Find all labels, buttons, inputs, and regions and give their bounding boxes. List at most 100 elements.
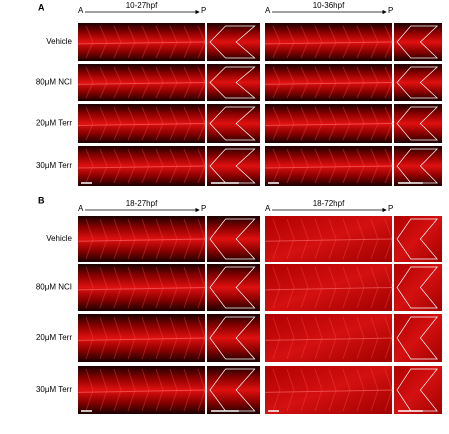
somite [85,218,94,260]
inset [394,366,442,414]
somite [141,25,150,59]
somite [272,66,281,99]
inset [207,264,260,311]
row-label: Vehicle [46,234,72,243]
inset [207,146,260,186]
chevron-outline [209,266,256,309]
notochord [77,238,206,242]
notochord [264,82,393,85]
somite [300,218,309,260]
somite [141,218,150,260]
somite [272,25,281,59]
inset [394,216,442,262]
somite [314,368,323,412]
somite [141,316,150,360]
somite [328,148,337,184]
chevron-outline [396,316,438,360]
somite [356,218,365,260]
chevron-outline [209,106,256,141]
somite [356,368,365,412]
somite [127,368,136,412]
somite [328,368,337,412]
notochord [264,238,393,242]
somite [272,316,281,360]
notochord [77,82,206,85]
somite [99,66,108,99]
notochord [264,123,393,126]
notochord [264,287,393,291]
somite [99,368,108,412]
axis-start: A [265,204,271,213]
somite [356,266,365,309]
notochord [264,41,393,45]
somite [314,66,323,99]
somite [141,368,150,412]
somite [113,148,122,184]
somite [113,368,122,412]
somite [127,106,136,141]
chevron-outline [209,316,256,360]
somite [300,148,309,184]
somite [314,106,323,141]
somite [155,106,164,141]
somite [155,368,164,412]
somite [342,66,351,99]
column-title: 10-36hpf [313,1,345,10]
panel-label: A [38,2,45,12]
axis-end: P [388,6,393,15]
axis-start: A [265,6,271,15]
somite [300,368,309,412]
somite [141,66,150,99]
inset [394,146,442,186]
somite [99,218,108,260]
somite [314,218,323,260]
somite [85,368,94,412]
row-label: 20μM Terr [36,333,72,342]
inset [207,314,260,362]
panel-label: B [38,195,45,205]
somite [85,148,94,184]
notochord [264,165,393,169]
somite [155,148,164,184]
somite [85,25,94,59]
somite [99,106,108,141]
somite [286,266,295,309]
somite [85,316,94,360]
notochord [264,337,393,341]
somite [272,266,281,309]
chevron-outline [209,66,256,99]
somite [286,66,295,99]
row-label: 30μM Terr [36,385,72,394]
somite [85,66,94,99]
somite [300,66,309,99]
column-title: 18-27hpf [126,199,158,208]
somite [272,368,281,412]
column-title: 10-27hpf [126,1,158,10]
somite [342,316,351,360]
somite [127,25,136,59]
somite [99,316,108,360]
somite [169,218,178,260]
somite [127,148,136,184]
notochord [77,287,206,291]
somite [342,148,351,184]
somite [85,106,94,141]
somite [141,266,150,309]
somite [314,148,323,184]
somite [155,266,164,309]
somite [113,106,122,141]
chevron-outline [209,148,256,184]
row-label: 80μM NCI [36,78,72,87]
somite [342,368,351,412]
somite [272,106,281,141]
somite [113,66,122,99]
chevron-outline [396,148,439,184]
chevron-outline [396,66,439,99]
somite [113,25,122,59]
somite [155,218,164,260]
axis-start: A [78,6,84,15]
somite [300,106,309,141]
somite [314,316,323,360]
somite [314,25,323,59]
